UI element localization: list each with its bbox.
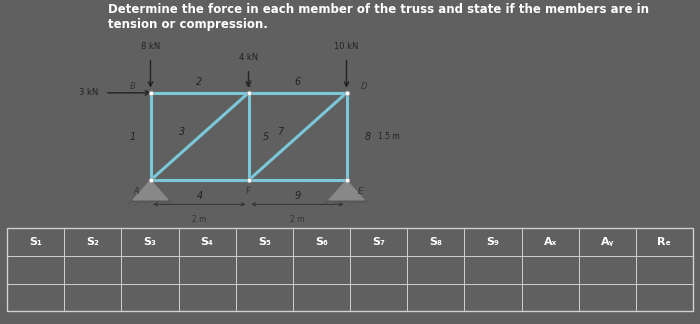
Polygon shape [329,180,364,200]
Text: 3: 3 [179,127,185,137]
Text: 7: 7 [277,127,283,137]
Text: 9: 9 [295,191,300,201]
Text: 8: 8 [365,132,370,142]
Text: S₃: S₃ [144,237,156,247]
Text: 1.5 m: 1.5 m [378,132,400,141]
Text: S₄: S₄ [201,237,214,247]
Text: 2 m: 2 m [193,215,206,224]
Text: Aᵧ: Aᵧ [601,237,614,247]
Text: S₁: S₁ [29,237,42,247]
Text: F: F [246,187,251,196]
Text: A: A [134,187,139,196]
Text: S₂: S₂ [86,237,99,247]
Text: E: E [358,187,363,196]
Text: 2 m: 2 m [290,215,304,224]
Text: Determine the force in each member of the truss and state if the members are in
: Determine the force in each member of th… [108,3,650,31]
Polygon shape [133,180,168,200]
Text: 10 kN: 10 kN [335,42,358,51]
Text: S₅: S₅ [258,237,271,247]
Text: Aₓ: Aₓ [543,237,556,247]
Text: 3 kN: 3 kN [78,88,98,97]
Text: 8 kN: 8 kN [141,42,160,51]
Text: S₆: S₆ [315,237,328,247]
Text: 4 kN: 4 kN [239,53,258,62]
Text: 4: 4 [197,191,202,201]
Text: S₇: S₇ [372,237,385,247]
Text: S₉: S₉ [486,237,499,247]
Text: S₈: S₈ [429,237,442,247]
Text: 1: 1 [130,132,136,142]
Text: Rₑ: Rₑ [657,237,671,247]
Bar [7,228,693,311]
Text: 6: 6 [295,77,300,87]
Text: C: C [246,80,251,88]
Text: 2: 2 [197,77,202,87]
Text: 5: 5 [263,132,269,142]
Text: B: B [130,82,136,91]
Text: D: D [360,82,368,91]
